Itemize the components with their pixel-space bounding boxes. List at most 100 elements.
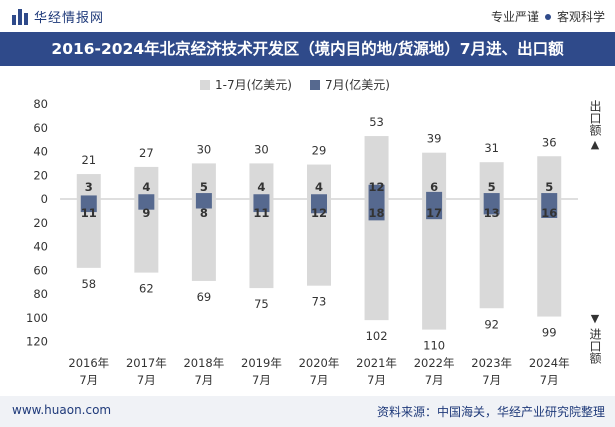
label-month-import: 13 [484,206,500,220]
label-month-import: 11 [81,206,97,220]
import-label-text: 进口额 [588,328,602,364]
y-tick-label: 80 [33,97,48,111]
legend-swatch-month [309,79,320,90]
bar-month-import [483,199,500,215]
label-month-import: 17 [426,206,442,220]
footer: www.huaon.com 资料来源：中国海关，华经产业研究院整理 [0,396,615,427]
tagline: 专业严谨 客观科学 [491,8,605,25]
logo-bars-icon [12,8,28,25]
label-ytd-import: 69 [197,290,212,304]
x-tick-label-month: 7月 [310,373,329,387]
label-month-import: 12 [311,206,327,220]
y-tick-label: 120 [26,335,48,349]
y-tick-label: 60 [33,121,48,135]
bar-month-import [138,199,155,210]
bar-month-export [253,194,270,199]
x-tick-label-month: 7月 [367,373,386,387]
label-ytd-export: 31 [484,141,499,155]
bar-ytd-export [537,156,562,199]
bar-month-export [541,193,558,199]
label-ytd-import: 75 [254,297,269,311]
label-ytd-import: 110 [423,339,445,353]
label-ytd-export: 30 [197,142,212,156]
label-ytd-import: 92 [484,317,499,331]
chart-legend: 1-7月(亿美元) 7月(亿美元) [200,76,390,93]
label-ytd-export: 36 [542,135,557,149]
label-ytd-export: 53 [369,115,384,129]
label-month-import: 8 [200,206,208,220]
x-tick-label-month: 7月 [137,373,156,387]
x-tick-label-month: 7月 [482,373,501,387]
label-ytd-export: 39 [427,132,442,146]
side-label-import: ▼ 进口额 [588,312,602,364]
x-tick-label-year: 2022年 [414,356,455,370]
footer-source: 资料来源：中国海关，华经产业研究院整理 [376,405,605,419]
y-tick-label: 20 [33,216,48,230]
side-label-export: 出口额 ▲ [588,100,602,152]
y-tick-label: 80 [33,287,48,301]
x-tick-label-year: 2018年 [183,356,224,370]
y-tick-label: 40 [33,240,48,254]
label-month-import: 18 [369,206,385,220]
bar-month-import [80,199,97,213]
bar-month-export [80,195,97,199]
bar-ytd-import [422,199,447,330]
export-label-text: 出口额 [588,100,602,136]
x-tick-label-year: 2021年 [356,356,397,370]
bar-month-export [195,193,212,199]
bar-month-import [195,199,212,209]
label-ytd-import: 99 [542,326,557,340]
legend-label-month: 7月(亿美元) [324,78,390,92]
y-tick-label: 60 [33,263,48,277]
legend-item-month: 7月(亿美元) [309,76,390,93]
bar-ytd-import [191,199,216,281]
bar-ytd-import [134,199,159,273]
y-tick-label: 100 [26,311,48,325]
label-ytd-import: 102 [366,329,388,343]
footer-site: www.huaon.com [12,403,112,417]
x-tick-label-year: 2020年 [299,356,340,370]
label-month-export: 12 [369,180,385,194]
label-month-export: 5 [545,180,553,194]
tagline-left: 专业严谨 [490,10,539,24]
y-tick-label: 20 [33,168,48,182]
x-tick-label-month: 7月 [252,373,271,387]
x-tick-label-year: 2024年 [529,356,570,370]
label-month-export: 4 [257,180,265,194]
bar-month-import [426,199,443,220]
label-month-export: 5 [200,180,208,194]
label-month-export: 3 [85,180,93,194]
y-tick-label: 40 [33,145,48,159]
bar-ytd-import [307,199,331,286]
bar-month-export [368,184,385,199]
bar-ytd-import [479,199,504,309]
x-tick-label-month: 7月 [194,373,213,387]
bar-month-import [253,199,270,213]
label-ytd-export: 21 [81,153,96,167]
up-arrow-icon: ▲ [590,138,600,151]
label-month-export: 4 [315,180,323,194]
x-tick-label-year: 2016年 [68,356,109,370]
bar-month-import [368,199,385,221]
label-month-export: 6 [430,180,438,194]
x-tick-label-year: 2023年 [471,356,512,370]
bar-ytd-import [249,199,274,289]
label-ytd-export: 27 [139,146,154,160]
bar-month-import [311,199,327,214]
bar-month-import [541,199,558,218]
legend-label-ytd: 1-7月(亿美元) [215,78,292,92]
label-month-import: 11 [253,206,269,220]
bar-month-export [483,193,500,199]
label-ytd-import: 62 [139,282,154,296]
bar-ytd-export [134,166,159,199]
top-header: 华经情报网 专业严谨 客观科学 [0,0,615,32]
bar-month-export [138,194,155,199]
label-ytd-export: 30 [254,142,269,156]
bar-ytd-export [76,174,101,199]
brand-logo: 华经情报网 [12,7,104,26]
bar-ytd-export [249,163,274,199]
bar-ytd-import [537,199,562,317]
dot-icon [544,13,551,20]
legend-swatch-ytd [200,79,210,90]
